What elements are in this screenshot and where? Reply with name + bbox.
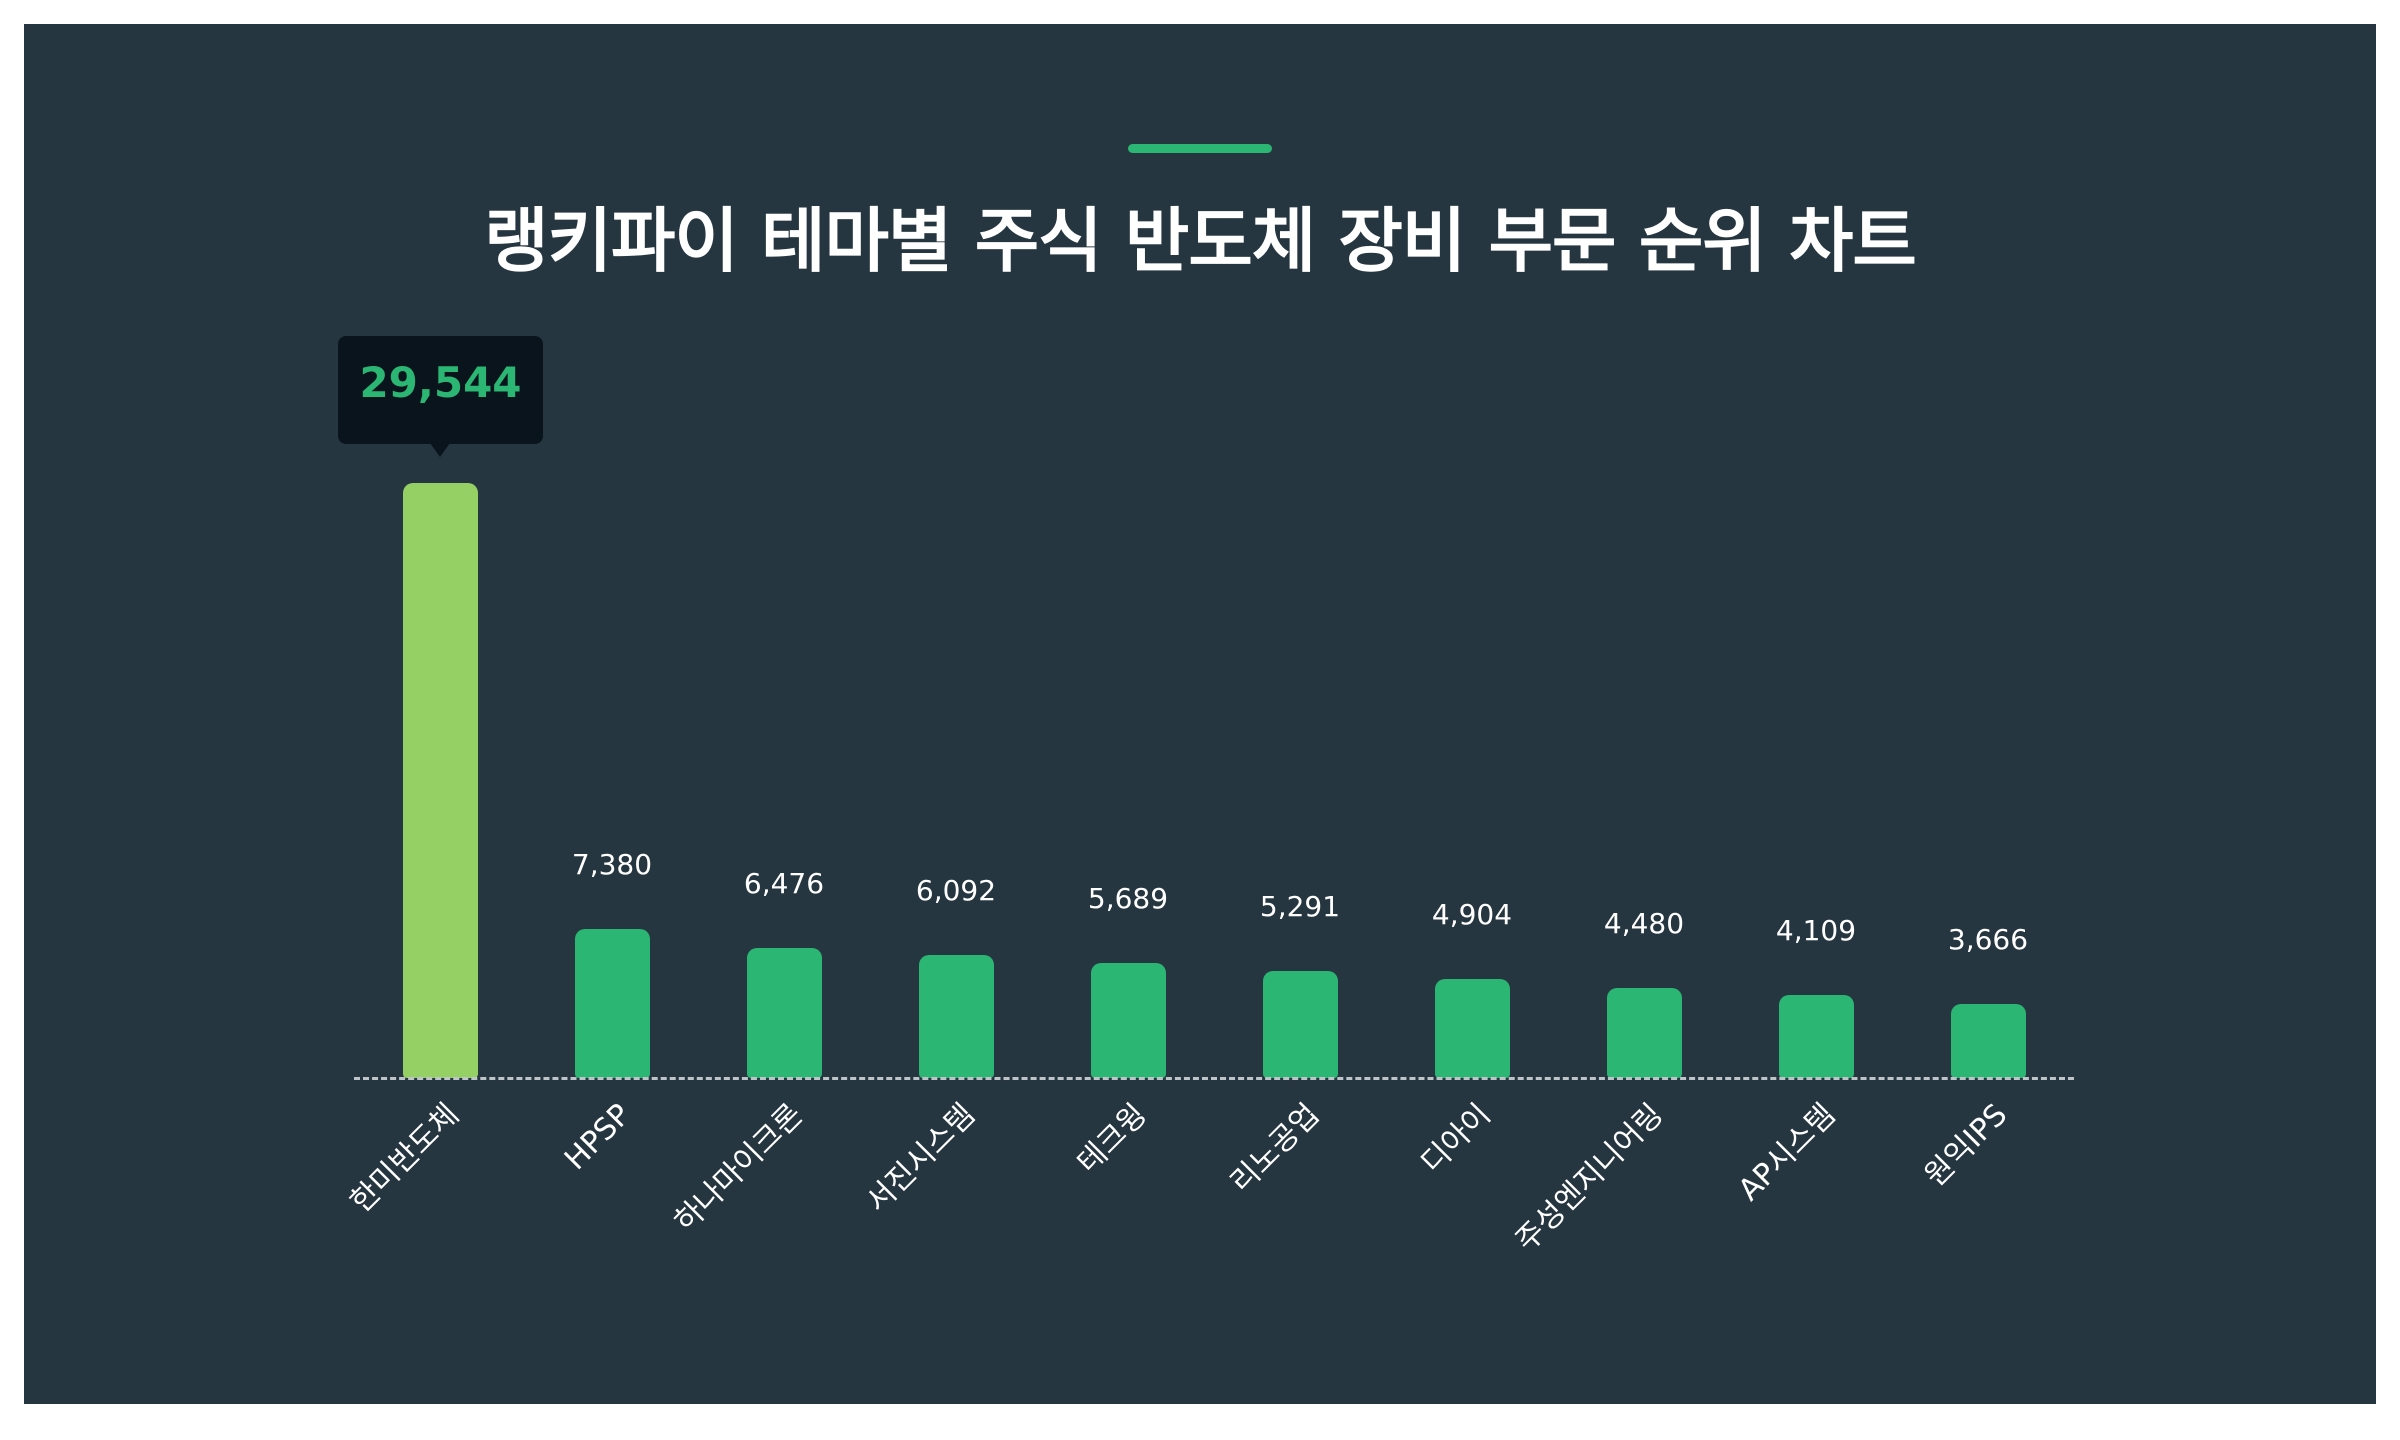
bar-3[interactable]: [918, 955, 994, 1078]
bar-value-label: 6,476: [743, 867, 825, 900]
bar-6[interactable]: [1434, 979, 1510, 1078]
bar-value-label: 5,689: [1087, 882, 1169, 915]
bar-value-label: 3,666: [1947, 923, 2029, 956]
bar-value-label: 6,092: [915, 874, 997, 907]
bar-2[interactable]: [746, 948, 822, 1078]
bar-5[interactable]: [1262, 971, 1338, 1078]
bar-value-label: 5,291: [1259, 890, 1341, 923]
bar-4[interactable]: [1090, 963, 1166, 1078]
bar-8[interactable]: [1778, 995, 1854, 1078]
value-tooltip: 29,544: [338, 336, 543, 444]
chart-title: 랭키파이 테마별 주식 반도체 장비 부문 순위 차트: [484, 200, 1917, 282]
bar-9[interactable]: [1950, 1004, 2026, 1078]
bar-7[interactable]: [1606, 988, 1682, 1078]
title-accent-line: [1128, 144, 1272, 153]
bar-value-label: 4,109: [1775, 914, 1857, 947]
tooltip-arrow-icon: [430, 443, 450, 457]
x-axis-baseline: [354, 1077, 2074, 1080]
bar-value-label: 4,480: [1603, 907, 1685, 940]
bar-value-label: 4,904: [1431, 898, 1513, 931]
bar-1[interactable]: [574, 929, 650, 1078]
tooltip-value: 29,544: [359, 358, 522, 407]
bar-value-label: 7,380: [571, 848, 653, 881]
bar-0[interactable]: [402, 483, 478, 1078]
